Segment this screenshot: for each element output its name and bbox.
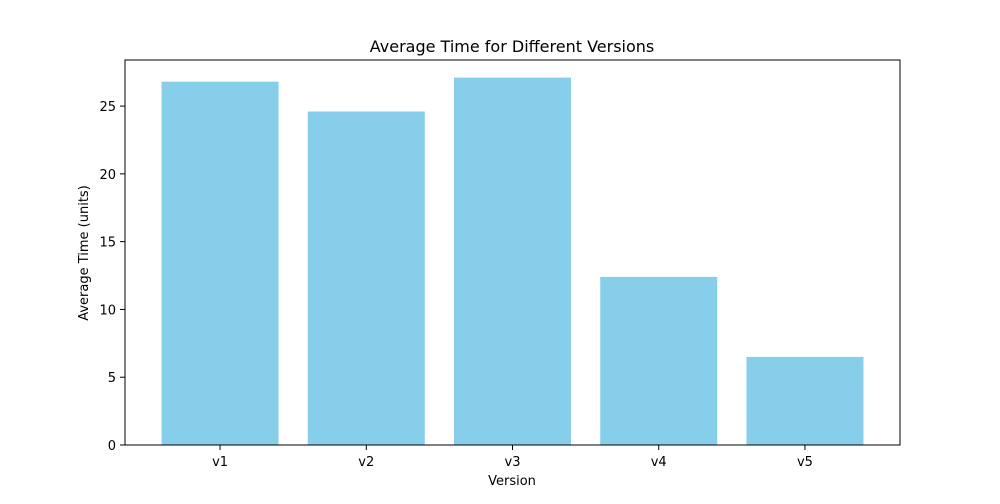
bars-layer bbox=[161, 77, 864, 446]
x-tick-label: v2 bbox=[358, 455, 374, 470]
bar-v1 bbox=[161, 81, 279, 446]
chart-title: Average Time for Different Versions bbox=[370, 37, 655, 56]
y-axis-label: Average Time (units) bbox=[77, 185, 92, 321]
x-tick-label: v5 bbox=[797, 455, 813, 470]
bar-v3 bbox=[454, 77, 571, 446]
y-tick-label: 0 bbox=[108, 439, 116, 454]
x-tick-label: v3 bbox=[505, 455, 521, 470]
y-tick-label: 15 bbox=[99, 236, 116, 251]
y-tick-label: 5 bbox=[108, 371, 116, 386]
axes-layer: v1 v2 v3 v4 v5 0 5 10 15 20 25 bbox=[99, 59, 901, 470]
plot-frame bbox=[124, 59, 901, 446]
bar-v4 bbox=[600, 276, 718, 445]
bar-v2 bbox=[307, 111, 425, 445]
x-tick-label: v1 bbox=[212, 455, 228, 470]
x-axis-label: Version bbox=[488, 474, 536, 489]
y-tick-label: 20 bbox=[99, 168, 116, 183]
bar-v5 bbox=[746, 356, 864, 445]
y-tick-label: 10 bbox=[99, 303, 116, 318]
y-tick-label: 25 bbox=[99, 100, 116, 115]
x-tick-label: v4 bbox=[651, 455, 667, 470]
